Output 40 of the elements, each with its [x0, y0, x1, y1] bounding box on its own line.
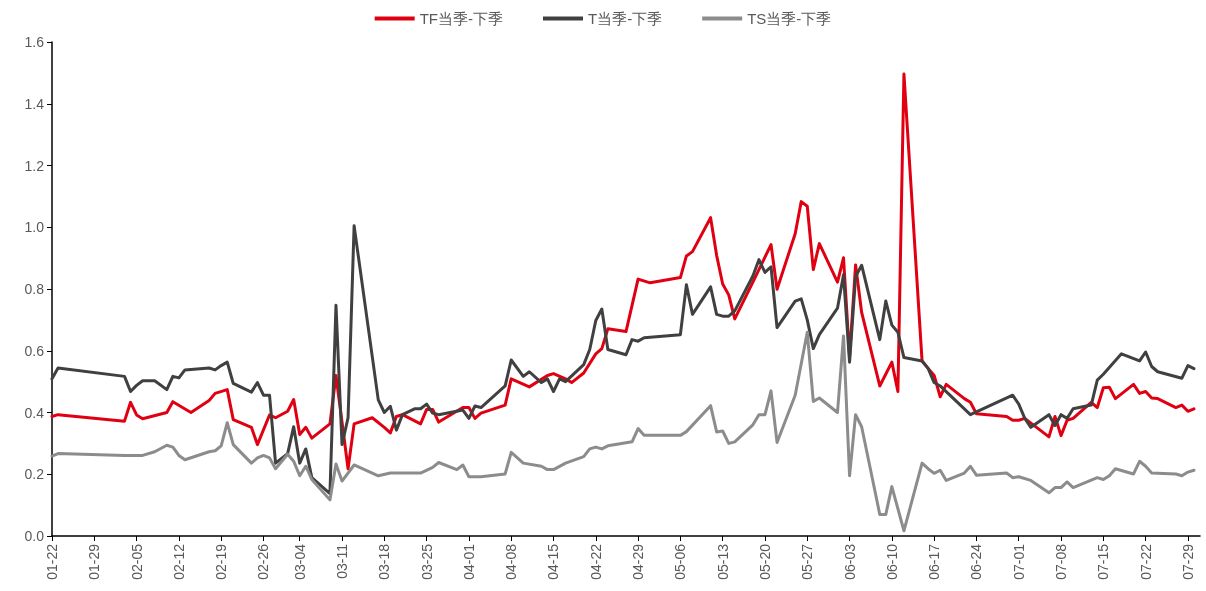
- y-tick-label: 0.2: [24, 466, 45, 483]
- x-tick-label: 07-29: [1179, 543, 1196, 580]
- y-tick-label: 0.4: [24, 404, 45, 421]
- x-tick-label: 01-29: [86, 543, 103, 580]
- x-tick-label: 06-10: [883, 543, 900, 580]
- x-tick-label: 03-11: [334, 543, 351, 579]
- x-tick-label: 04-01: [460, 543, 477, 580]
- y-tick-label: 0.0: [24, 528, 45, 544]
- y-tick-label: 0.8: [24, 281, 45, 297]
- x-tick-label: 07-15: [1095, 543, 1112, 580]
- x-tick-label: 01-22: [44, 543, 60, 580]
- x-tick-label: 04-15: [545, 543, 562, 580]
- legend-label: TS当季-下季: [747, 10, 832, 27]
- y-tick-label: 1.2: [24, 157, 45, 174]
- y-tick-label: 1.6: [24, 34, 45, 50]
- legend-label: T当季-下季: [588, 10, 663, 27]
- x-tick-label: 03-04: [291, 543, 308, 580]
- y-tick-label: 0.6: [24, 342, 45, 359]
- x-tick-label: 06-03: [841, 543, 858, 580]
- legend-label: TF当季-下季: [419, 10, 504, 27]
- x-tick-label: 07-01: [1010, 543, 1027, 580]
- x-tick-label: 02-19: [213, 543, 230, 580]
- y-tick-label: 1.4: [24, 95, 45, 112]
- x-tick-label: 05-13: [714, 543, 731, 580]
- x-tick-label: 03-25: [418, 543, 435, 580]
- x-tick-label: 07-22: [1137, 543, 1154, 580]
- x-tick-label: 05-27: [799, 543, 816, 580]
- x-tick-label: 07-08: [1053, 543, 1070, 580]
- x-tick-label: 06-17: [926, 543, 943, 580]
- x-tick-label: 05-20: [756, 543, 773, 580]
- x-tick-label: 05-06: [672, 543, 689, 580]
- x-tick-label: 02-12: [170, 543, 187, 580]
- x-tick-label: 04-08: [503, 543, 520, 580]
- x-tick-label: 03-18: [376, 543, 393, 580]
- x-tick-label: 02-26: [255, 543, 272, 580]
- x-tick-label: 04-22: [587, 543, 604, 580]
- x-tick-label: 04-29: [630, 543, 647, 580]
- x-tick-label: 06-24: [968, 543, 985, 580]
- x-tick-label: 02-05: [128, 543, 145, 580]
- y-tick-label: 1.0: [24, 219, 45, 236]
